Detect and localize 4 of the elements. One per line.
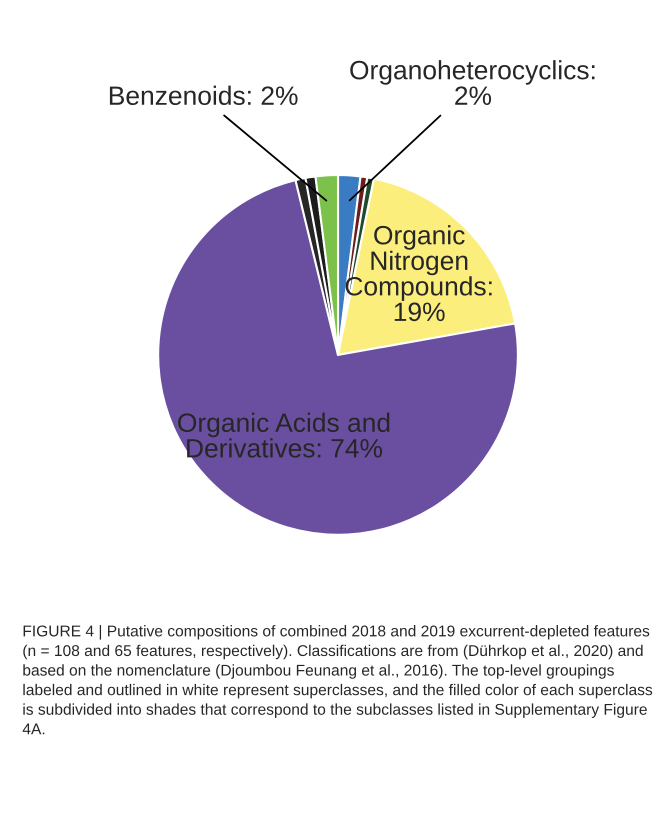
caption: FIGURE 4 | Putative compositions of combined 2018 and 2019 excurrent-depleted features (n = 108 and 65 features, respectively). Classifications are from (Dührkop et al., 2020) and based on the nomenclature (Djoumbou Feunang et al., 2016). The top-level groupings labeled and outlined in white represent superclasses, and the filled color of each superclass is subdivided into shades that correspond to the subclasses listed in Supplementary Figure 4A. xyxy=(22,625,652,734)
slice-label: Organoheterocyclics: 2% xyxy=(350,60,594,105)
slice-label: Organic Acids and Derivatives: 74% xyxy=(178,412,390,458)
slice-label: Benzenoids: 2% xyxy=(110,86,298,106)
